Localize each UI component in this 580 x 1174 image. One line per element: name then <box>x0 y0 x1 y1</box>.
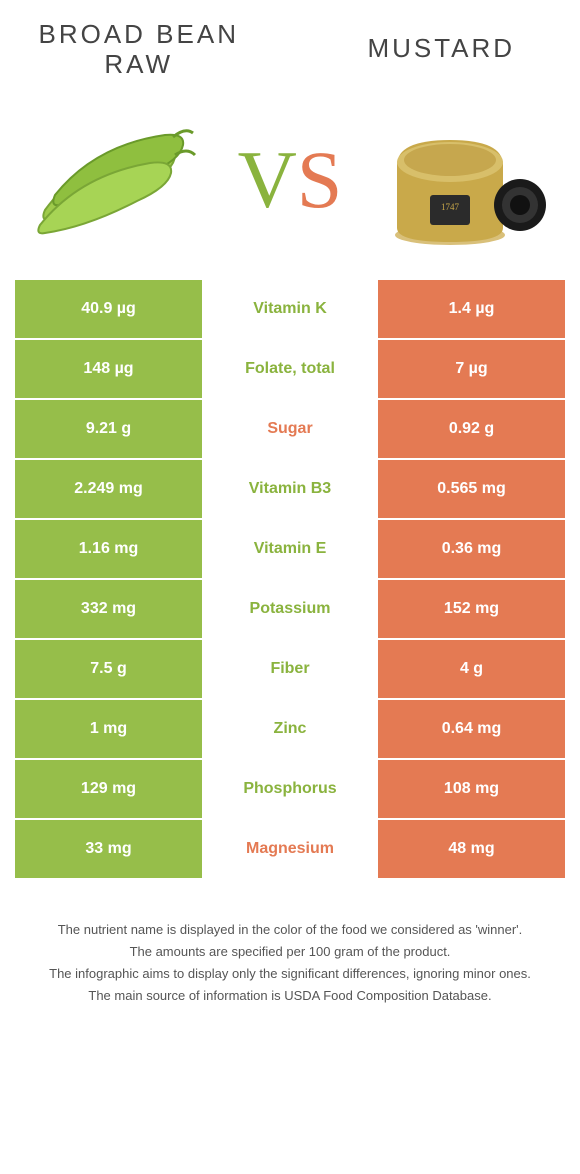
left-value: 1.16 mg <box>15 520 202 578</box>
right-value: 108 mg <box>378 760 565 818</box>
footer-line: The main source of information is USDA F… <box>25 986 555 1006</box>
right-value: 7 µg <box>378 340 565 398</box>
svg-text:1747: 1747 <box>441 202 460 212</box>
nutrient-label: Vitamin K <box>202 280 378 338</box>
footer-line: The infographic aims to display only the… <box>25 964 555 984</box>
nutrient-label: Fiber <box>202 640 378 698</box>
hero-row: VS 1747 <box>15 110 565 250</box>
broad-bean-icon <box>25 110 200 250</box>
table-row: 40.9 µgVitamin K1.4 µg <box>15 280 565 340</box>
table-row: 129 mgPhosphorus108 mg <box>15 760 565 820</box>
nutrient-label: Zinc <box>202 700 378 758</box>
left-value: 332 mg <box>15 580 202 638</box>
vs-v: V <box>238 134 297 225</box>
table-row: 7.5 gFiber4 g <box>15 640 565 700</box>
footer-notes: The nutrient name is displayed in the co… <box>15 920 565 1007</box>
right-value: 152 mg <box>378 580 565 638</box>
nutrient-label: Sugar <box>202 400 378 458</box>
table-row: 1 mgZinc0.64 mg <box>15 700 565 760</box>
left-value: 33 mg <box>15 820 202 878</box>
right-value: 0.565 mg <box>378 460 565 518</box>
nutrient-label: Potassium <box>202 580 378 638</box>
left-value: 2.249 mg <box>15 460 202 518</box>
right-value: 0.36 mg <box>378 520 565 578</box>
nutrient-label: Phosphorus <box>202 760 378 818</box>
title-text: MUSTARD <box>367 33 515 63</box>
table-row: 148 µgFolate, total7 µg <box>15 340 565 400</box>
left-food-title: BROAD BEAN RAW <box>15 20 263 80</box>
nutrient-label: Folate, total <box>202 340 378 398</box>
right-value: 48 mg <box>378 820 565 878</box>
vs-s: S <box>297 134 343 225</box>
right-value: 0.92 g <box>378 400 565 458</box>
right-food-title: MUSTARD <box>318 20 566 80</box>
table-row: 33 mgMagnesium48 mg <box>15 820 565 880</box>
title-text: BROAD BEAN <box>39 19 240 49</box>
title-text: RAW <box>104 49 173 79</box>
left-value: 129 mg <box>15 760 202 818</box>
table-row: 9.21 gSugar0.92 g <box>15 400 565 460</box>
right-value: 1.4 µg <box>378 280 565 338</box>
table-row: 2.249 mgVitamin B30.565 mg <box>15 460 565 520</box>
left-value: 40.9 µg <box>15 280 202 338</box>
nutrient-label: Vitamin B3 <box>202 460 378 518</box>
footer-line: The amounts are specified per 100 gram o… <box>25 942 555 962</box>
table-row: 1.16 mgVitamin E0.36 mg <box>15 520 565 580</box>
mustard-icon: 1747 <box>380 110 555 250</box>
titles-row: BROAD BEAN RAW MUSTARD <box>15 20 565 80</box>
left-value: 148 µg <box>15 340 202 398</box>
left-value: 1 mg <box>15 700 202 758</box>
vs-label: VS <box>238 133 343 227</box>
right-value: 0.64 mg <box>378 700 565 758</box>
right-value: 4 g <box>378 640 565 698</box>
left-value: 7.5 g <box>15 640 202 698</box>
left-value: 9.21 g <box>15 400 202 458</box>
nutrient-table: 40.9 µgVitamin K1.4 µg148 µgFolate, tota… <box>15 280 565 880</box>
nutrient-label: Magnesium <box>202 820 378 878</box>
table-row: 332 mgPotassium152 mg <box>15 580 565 640</box>
nutrient-label: Vitamin E <box>202 520 378 578</box>
footer-line: The nutrient name is displayed in the co… <box>25 920 555 940</box>
